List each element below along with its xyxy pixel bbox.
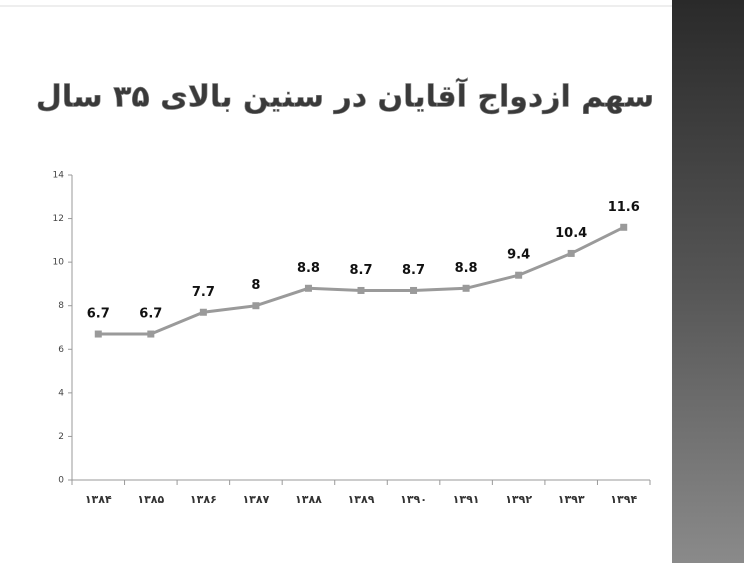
marker — [94, 330, 102, 338]
x-tick-label: ۱۳۹۲ — [505, 493, 532, 506]
marker — [567, 249, 575, 257]
marker — [199, 308, 207, 316]
marker — [147, 330, 155, 338]
y-tick-label: 8 — [58, 301, 64, 311]
data-label: 9.4 — [507, 248, 530, 263]
y-tick-label: 0 — [58, 476, 64, 486]
y-tick-label: 14 — [53, 171, 65, 181]
data-label: 6.7 — [87, 307, 110, 322]
x-tick-label: ۱۳۹۳ — [558, 493, 585, 506]
x-tick-label: ۱۳۹۰ — [400, 493, 427, 506]
marker — [462, 284, 470, 292]
data-label: 8 — [251, 278, 260, 293]
y-tick-label: 10 — [53, 258, 65, 268]
data-label: 10.4 — [555, 226, 587, 241]
x-tick-label: ۱۳۸۶ — [190, 493, 217, 506]
slide — [0, 0, 672, 563]
data-label: 8.8 — [297, 261, 320, 276]
x-tick-label: ۱۳۹۴ — [610, 493, 637, 506]
marker — [515, 271, 523, 279]
data-label: 7.7 — [192, 285, 215, 300]
y-tick-label: 4 — [58, 388, 64, 398]
x-tick-label: ۱۳۸۸ — [295, 493, 322, 506]
x-tick-label: ۱۳۸۹ — [348, 493, 375, 506]
x-tick-label: ۱۳۹۱ — [453, 493, 480, 506]
marker — [252, 302, 260, 310]
data-label: 8.8 — [455, 261, 478, 276]
data-label: 11.6 — [608, 200, 640, 215]
y-tick-label: 6 — [58, 345, 64, 355]
x-tick-label: ۱۳۸۴ — [85, 493, 112, 506]
data-label: 8.7 — [349, 263, 372, 278]
y-tick-label: 12 — [53, 214, 64, 224]
x-tick-label: ۱۳۸۷ — [242, 493, 269, 506]
marker — [620, 223, 628, 231]
chart-title: سهم ازدواج آقایان در سنین بالای ۳۵ سال — [36, 78, 654, 115]
marker — [357, 286, 365, 294]
marker — [410, 286, 418, 294]
data-label: 6.7 — [139, 307, 162, 322]
y-tick-label: 2 — [58, 432, 64, 442]
data-label: 8.7 — [402, 263, 425, 278]
marker — [304, 284, 312, 292]
x-tick-label: ۱۳۸۵ — [137, 493, 164, 506]
side-strip — [672, 0, 744, 563]
